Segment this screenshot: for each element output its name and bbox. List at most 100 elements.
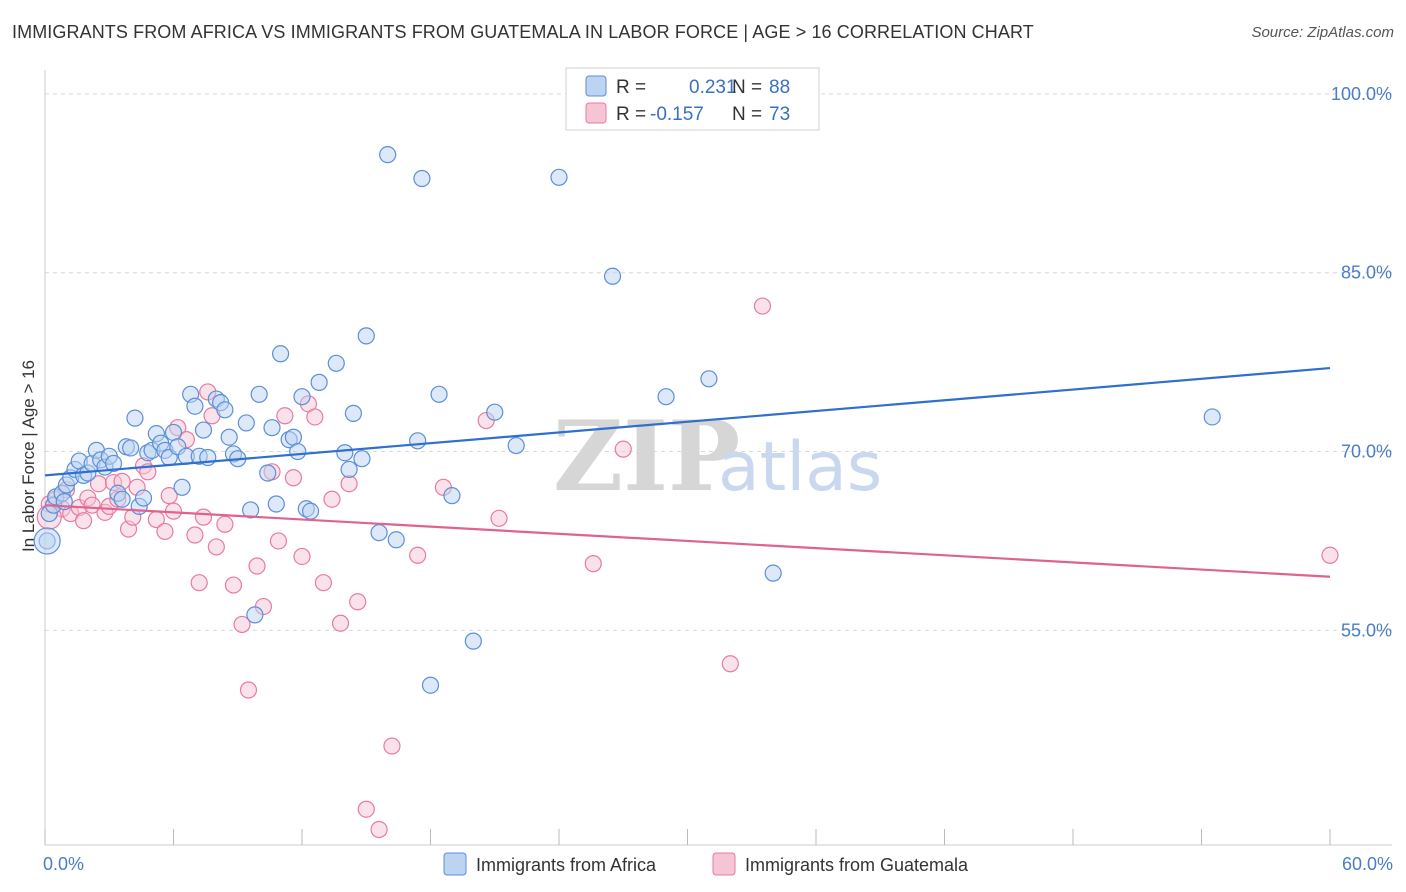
data-point (1203, 408, 1221, 426)
data-point (584, 555, 602, 573)
data-point (327, 354, 345, 372)
data-point (164, 423, 183, 442)
data-point (104, 454, 123, 473)
guatemala-r-label: R = (616, 104, 646, 125)
data-point (186, 526, 204, 544)
data-point (194, 421, 213, 439)
data-point (603, 267, 622, 285)
data-point (443, 487, 461, 505)
y-tick-label: 85.0% (1341, 263, 1392, 283)
data-point (259, 464, 277, 482)
data-point (216, 401, 234, 419)
data-point (550, 168, 568, 186)
guatemala-legend-swatch (712, 852, 736, 876)
data-point (413, 169, 431, 188)
guatemala-r-value: -0.157 (650, 104, 704, 125)
africa-n-label: N = (732, 77, 762, 98)
data-point (263, 419, 281, 437)
data-point (340, 460, 358, 479)
data-point (74, 512, 93, 530)
data-point (421, 676, 440, 694)
data-point (242, 501, 260, 519)
data-point (284, 469, 303, 487)
data-point (237, 414, 255, 432)
gridlines (45, 93, 1392, 631)
trend-line (44, 366, 1331, 477)
data-point (353, 450, 371, 468)
data-point (344, 404, 362, 422)
data-point (83, 496, 101, 514)
data-point (430, 385, 448, 403)
data-point (293, 388, 311, 406)
guatemala-n-label: N = (732, 104, 762, 125)
data-point (464, 632, 482, 650)
data-point (614, 440, 632, 458)
africa-r-value: 0.231 (689, 77, 737, 98)
data-point (657, 388, 675, 406)
africa-legend-swatch (443, 852, 467, 876)
data-point-large (33, 527, 61, 555)
data-point (409, 432, 427, 450)
data-point (340, 475, 358, 493)
data-point (289, 442, 307, 461)
stats-box-frame (565, 67, 820, 131)
data-point (248, 557, 266, 575)
data-point (387, 531, 405, 549)
africa-legend-label: Immigrants from Africa (476, 855, 657, 875)
africa-n-value: 88 (769, 77, 790, 98)
source-credit: Source: ZipAtlas.com (1251, 24, 1394, 41)
watermark-zip: ZIP (553, 400, 740, 513)
data-point (173, 478, 191, 496)
data-point (269, 532, 288, 550)
x-tick-label: 0.0% (43, 854, 84, 874)
data-point (336, 444, 354, 462)
africa-stats-swatch (585, 75, 607, 97)
guatemala-n-value: 73 (769, 104, 790, 125)
data-point (383, 737, 401, 755)
watermark: ZIP atlas (553, 400, 882, 513)
data-point (284, 428, 303, 446)
data-point (370, 524, 388, 542)
data-point (220, 428, 238, 446)
data-point (507, 436, 525, 455)
data-point (349, 593, 367, 611)
x-tick-labels: 0.0% 60.0% (43, 854, 1393, 874)
data-point (721, 655, 739, 673)
trend-line (44, 504, 1331, 578)
data-point (323, 490, 341, 508)
y-axis-title: In Labor Force | Age > 16 (19, 360, 38, 552)
guatemala-stats-swatch (585, 102, 607, 124)
data-point (753, 297, 772, 315)
data-point (194, 508, 213, 526)
data-point (331, 614, 350, 632)
data-point (306, 408, 324, 426)
africa-points (33, 146, 1221, 694)
data-point (113, 490, 131, 508)
data-point (267, 495, 285, 513)
data-point (301, 502, 320, 520)
data-point (239, 681, 258, 699)
y-tick-label: 70.0% (1341, 442, 1392, 462)
data-point (216, 515, 234, 533)
data-point (370, 820, 388, 839)
trend-lines (44, 366, 1331, 578)
data-point (486, 403, 504, 421)
data-point (271, 345, 290, 363)
data-point (134, 489, 153, 507)
chart-title: IMMIGRANTS FROM AFRICA VS IMMIGRANTS FRO… (12, 22, 1034, 42)
data-point (379, 146, 397, 164)
data-point (224, 576, 243, 594)
data-point (293, 547, 311, 566)
stats-legend: R = 0.231 N = 88 R = -0.157 N = 73 (565, 67, 820, 131)
watermark-atlas: atlas (718, 428, 882, 507)
axes (44, 70, 1392, 846)
series-legend: Immigrants from Africa Immigrants from G… (443, 852, 969, 876)
y-tick-label: 100.0% (1331, 84, 1392, 104)
guatemala-points (36, 297, 1339, 839)
data-point (126, 409, 144, 427)
data-point (314, 574, 333, 592)
data-point (122, 439, 140, 457)
data-point (357, 800, 375, 818)
data-point (190, 574, 208, 592)
